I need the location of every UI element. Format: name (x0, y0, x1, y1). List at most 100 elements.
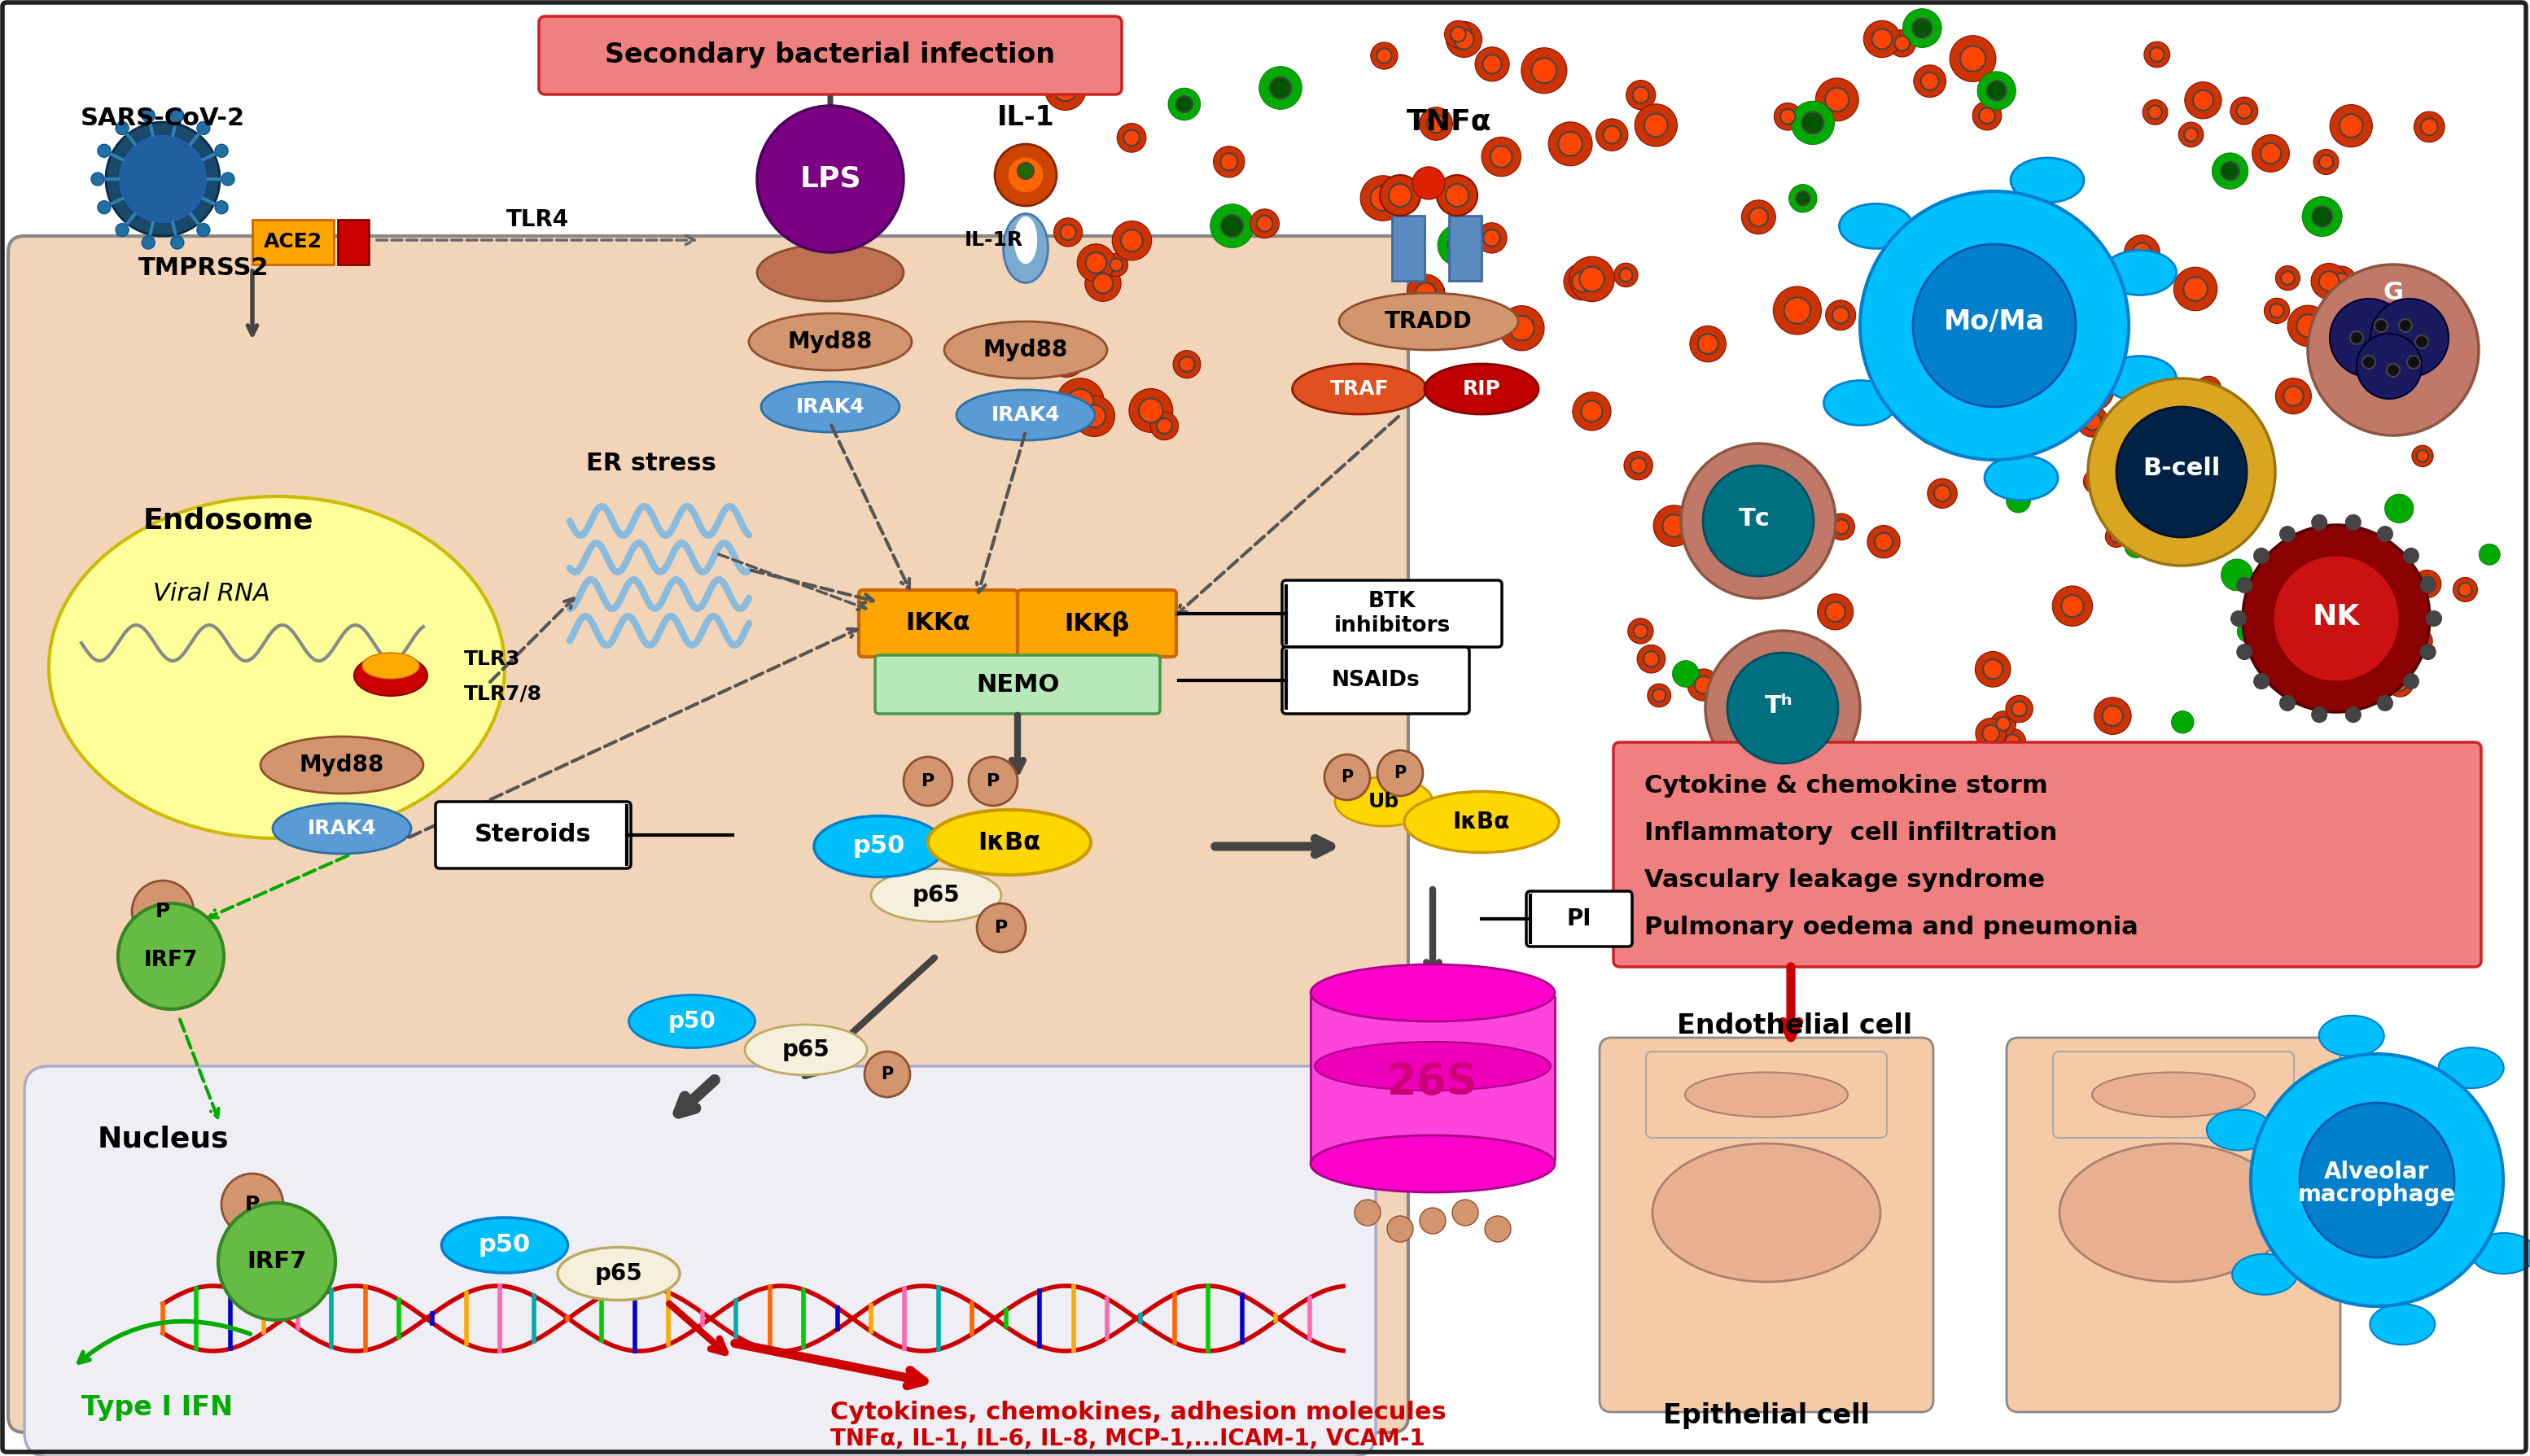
Text: P: P (1341, 769, 1354, 785)
Text: ER stress: ER stress (587, 453, 716, 476)
Circle shape (2150, 48, 2163, 61)
Circle shape (2421, 363, 2439, 380)
Circle shape (1222, 215, 1242, 237)
Circle shape (2194, 90, 2214, 111)
Circle shape (2355, 333, 2421, 399)
Circle shape (2312, 207, 2333, 227)
Ellipse shape (354, 655, 428, 696)
Circle shape (1991, 711, 2016, 737)
FancyBboxPatch shape (1283, 646, 1470, 713)
Circle shape (1973, 102, 2001, 130)
Circle shape (1951, 35, 1996, 82)
Circle shape (2416, 335, 2429, 348)
Circle shape (1695, 676, 1713, 693)
Circle shape (2340, 114, 2363, 137)
Circle shape (1417, 284, 1437, 304)
Circle shape (2414, 112, 2444, 143)
Text: Myd88: Myd88 (299, 754, 385, 776)
Ellipse shape (2320, 1015, 2383, 1056)
FancyBboxPatch shape (539, 16, 1121, 95)
Circle shape (1789, 185, 1817, 213)
Circle shape (1460, 258, 1472, 271)
Circle shape (1376, 750, 1422, 796)
Circle shape (2006, 734, 2019, 750)
Text: p50: p50 (668, 1010, 716, 1032)
Circle shape (1961, 47, 1986, 71)
Circle shape (91, 173, 104, 185)
Circle shape (2414, 571, 2441, 598)
Text: BTK
inhibitors: BTK inhibitors (1333, 591, 1450, 636)
Circle shape (1832, 307, 1849, 323)
Text: P: P (994, 920, 1007, 936)
Ellipse shape (1404, 792, 1558, 853)
Circle shape (1733, 566, 1748, 582)
Circle shape (1913, 19, 1933, 38)
Text: Myd88: Myd88 (787, 331, 873, 354)
Circle shape (1887, 29, 1915, 57)
Circle shape (1452, 252, 1480, 278)
Text: Tᴄ: Tᴄ (1738, 508, 1771, 531)
Circle shape (1111, 259, 1123, 271)
Circle shape (2272, 555, 2401, 681)
Circle shape (1569, 256, 1614, 301)
Circle shape (2386, 494, 2414, 523)
FancyBboxPatch shape (1647, 1051, 1887, 1137)
Text: LPS: LPS (799, 165, 860, 192)
Circle shape (2297, 314, 2320, 338)
Circle shape (1558, 132, 1581, 156)
Circle shape (1892, 290, 1938, 335)
Ellipse shape (744, 1025, 868, 1075)
Circle shape (1774, 103, 1801, 130)
Circle shape (2077, 406, 2107, 437)
Circle shape (1078, 245, 1116, 281)
Circle shape (1872, 29, 1892, 50)
Text: TLR3: TLR3 (463, 649, 521, 668)
Circle shape (1672, 661, 1700, 687)
Circle shape (1690, 326, 1725, 363)
Circle shape (2421, 118, 2439, 135)
Circle shape (1548, 122, 1591, 166)
Circle shape (1260, 67, 1303, 109)
Circle shape (2360, 331, 2406, 376)
Circle shape (172, 236, 185, 249)
Circle shape (1984, 660, 2004, 678)
Circle shape (1483, 55, 1503, 74)
Circle shape (1510, 316, 1533, 341)
Circle shape (1637, 645, 1665, 673)
Circle shape (1619, 268, 1632, 281)
Circle shape (2343, 617, 2358, 632)
Circle shape (2186, 82, 2221, 119)
Circle shape (2366, 566, 2386, 587)
Text: NK: NK (2312, 603, 2360, 630)
Circle shape (756, 106, 903, 252)
Text: TLR4: TLR4 (506, 208, 569, 232)
Bar (253, 220, 334, 265)
Circle shape (116, 223, 129, 236)
Text: TMPRSS2: TMPRSS2 (139, 256, 268, 281)
Circle shape (215, 144, 228, 157)
Circle shape (1860, 191, 2128, 460)
Circle shape (1986, 82, 2006, 100)
Circle shape (2383, 376, 2409, 402)
Circle shape (223, 173, 235, 185)
Circle shape (2310, 264, 2348, 298)
Circle shape (1976, 718, 2006, 748)
Circle shape (1624, 451, 1652, 480)
Text: IL-1R: IL-1R (964, 230, 1025, 250)
Text: Endosome: Endosome (142, 507, 314, 534)
Circle shape (1106, 253, 1128, 277)
Circle shape (2421, 578, 2436, 593)
Circle shape (2479, 545, 2500, 565)
Ellipse shape (2092, 1072, 2254, 1117)
Circle shape (172, 109, 185, 122)
Text: Myd88: Myd88 (984, 339, 1068, 361)
Circle shape (1445, 20, 1472, 48)
Circle shape (1450, 26, 1465, 42)
Circle shape (2237, 103, 2252, 118)
Circle shape (1627, 80, 1655, 109)
Circle shape (2252, 609, 2292, 649)
Circle shape (1827, 601, 1844, 622)
Circle shape (2196, 376, 2221, 402)
Circle shape (2414, 355, 2447, 387)
Circle shape (1994, 313, 2037, 355)
